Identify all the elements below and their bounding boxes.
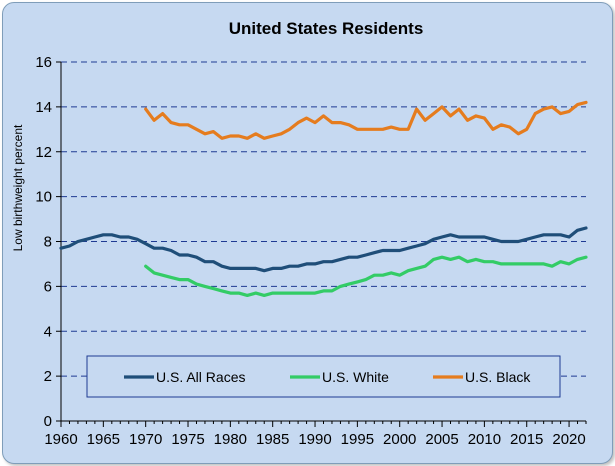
legend: U.S. All Races U.S. White U.S. Black [86, 355, 561, 398]
y-tick-label-12: 12 [35, 144, 52, 161]
y-tick-label-16: 16 [35, 54, 52, 71]
x-tick-label-1985: 1985 [256, 431, 289, 448]
axes: 0 2 4 6 8 10 12 14 16 1960 1965 1970 1975 1980 1985 199… [35, 54, 587, 448]
legend-label-1: U.S. All Races [156, 369, 245, 385]
x-tick-label-2015: 2015 [510, 431, 543, 448]
series-line-3 [144, 100, 588, 140]
x-tick-label-2020: 2020 [552, 431, 585, 448]
y-tick-label-2: 2 [44, 368, 52, 385]
y-tick-label-10: 10 [35, 189, 52, 206]
series-line-1 [59, 226, 588, 273]
legend-box [86, 355, 561, 398]
series-line-2 [144, 255, 588, 297]
y-tick-label-14: 14 [35, 99, 52, 116]
x-tick-label-2000: 2000 [383, 431, 416, 448]
x-tick-label-1995: 1995 [341, 431, 374, 448]
x-tick-label-1965: 1965 [87, 431, 120, 448]
chart-title: United States Residents [229, 19, 424, 38]
x-tick-label-2010: 2010 [468, 431, 501, 448]
y-tick-label-8: 8 [44, 234, 52, 251]
x-tick-label-2005: 2005 [425, 431, 458, 448]
series-lines [59, 100, 588, 297]
x-tick-label-1980: 1980 [214, 431, 247, 448]
x-tick-label-1960: 1960 [44, 431, 77, 448]
legend-label-3: U.S. Black [465, 369, 531, 385]
y-tick-label-4: 4 [44, 323, 52, 340]
x-tick-label-1970: 1970 [129, 431, 162, 448]
legend-label-2: U.S. White [322, 369, 389, 385]
x-tick-label-1990: 1990 [298, 431, 331, 448]
y-axis-label: Low birthweight percent [11, 124, 25, 251]
y-tick-label-0: 0 [44, 413, 52, 430]
y-tick-label-6: 6 [44, 278, 52, 295]
x-tick-label-1975: 1975 [171, 431, 204, 448]
